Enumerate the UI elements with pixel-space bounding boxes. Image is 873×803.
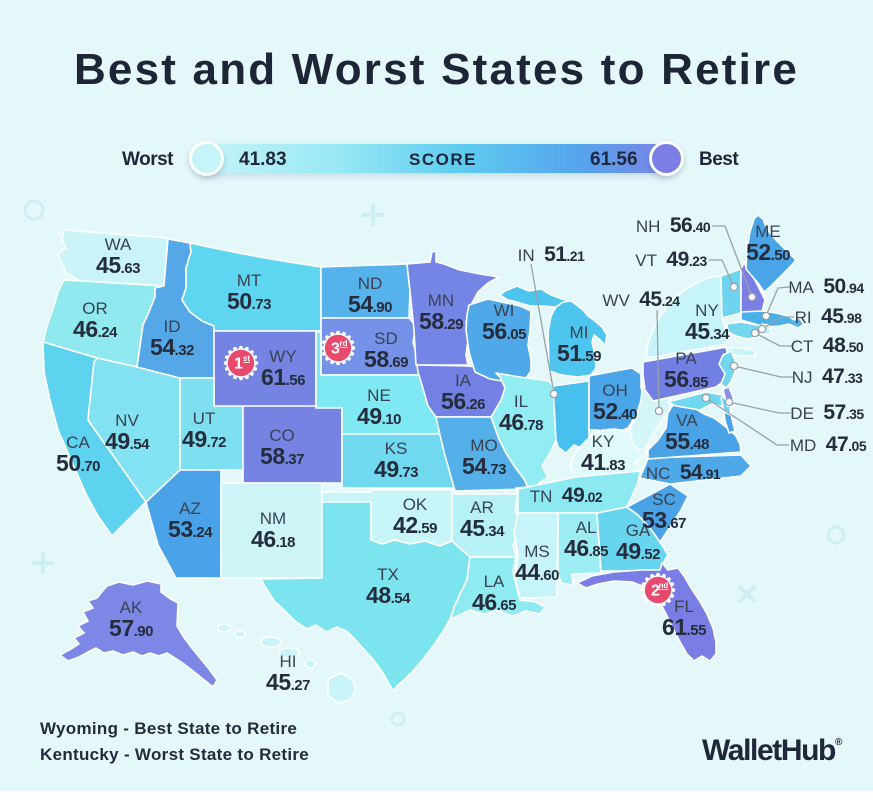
svg-text:1: 1 (234, 356, 243, 373)
svg-text:3: 3 (331, 341, 340, 358)
svg-text:2: 2 (651, 583, 660, 600)
svg-text:rd: rd (340, 339, 348, 348)
svg-text:nd: nd (659, 581, 669, 590)
svg-text:st: st (243, 354, 250, 363)
